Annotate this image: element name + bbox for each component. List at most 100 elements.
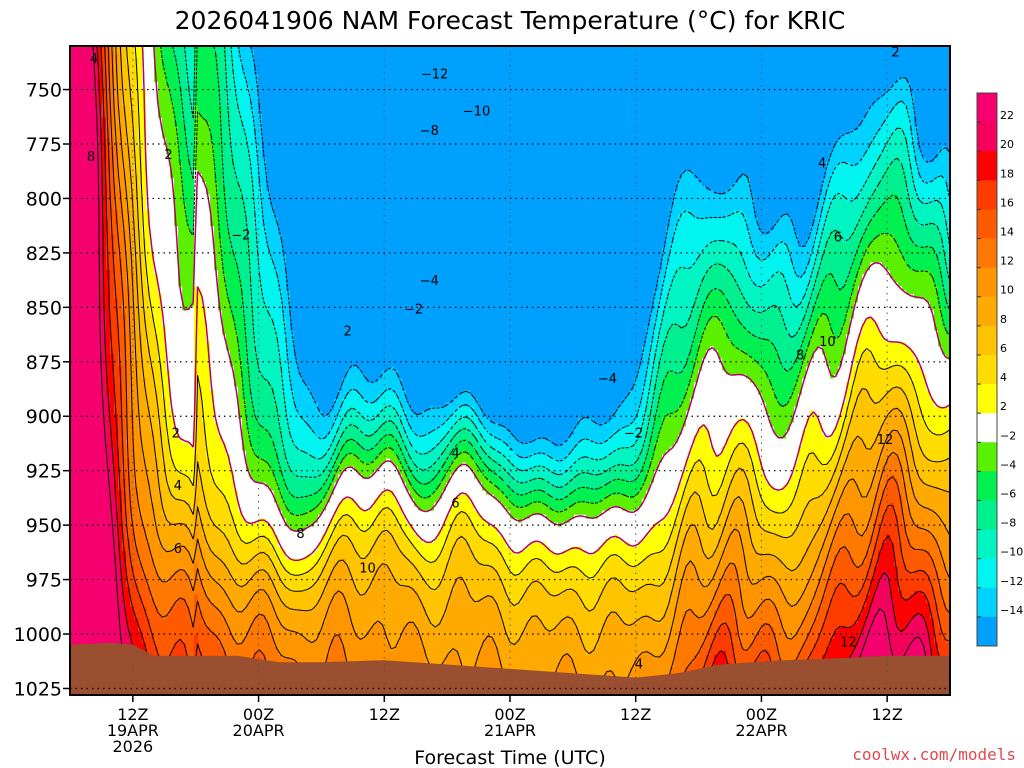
fill-cell [162, 510, 195, 516]
fill-cell [290, 366, 299, 372]
fill-cell [246, 458, 267, 464]
fill-cell [330, 458, 335, 464]
fill-cell [146, 538, 159, 544]
fill-cell [918, 166, 950, 171]
fill-cell [258, 74, 950, 79]
fill-cell [138, 78, 143, 83]
fill-cell [794, 262, 811, 267]
fill-cell [98, 226, 103, 231]
fill-cell [802, 518, 823, 524]
fill-cell [454, 470, 475, 476]
fill-cell [894, 238, 911, 243]
fill-cell [910, 510, 935, 516]
fill-cell [850, 514, 871, 520]
fill-cell [746, 174, 827, 179]
fill-cell [698, 526, 711, 532]
fill-cell [282, 382, 291, 388]
fill-cell [214, 166, 223, 171]
fill-cell [114, 518, 119, 524]
fill-cell [190, 306, 195, 312]
fill-cell [114, 110, 119, 115]
fill-cell [922, 526, 947, 532]
fill-cell [138, 234, 143, 239]
fill-cell [354, 422, 383, 428]
fill-cell [838, 506, 875, 512]
fill-cell [230, 242, 251, 247]
fill-cell [422, 494, 431, 500]
fill-cell [194, 138, 211, 143]
fill-cell [110, 86, 115, 91]
fill-cell [346, 394, 363, 400]
fill-cell [642, 354, 651, 360]
fill-cell [154, 454, 163, 460]
fill-cell [814, 242, 819, 247]
fill-cell [642, 358, 651, 364]
fill-cell [650, 466, 659, 472]
fill-cell [122, 54, 127, 59]
fill-cell [70, 282, 99, 287]
fill-cell [122, 458, 131, 464]
fill-cell [870, 490, 879, 496]
fill-cell [666, 298, 695, 303]
fill-cell [898, 158, 911, 163]
fill-cell [814, 210, 823, 215]
fill-cell [234, 158, 251, 163]
fill-cell [478, 418, 491, 424]
fill-cell [450, 438, 463, 444]
fill-cell [98, 50, 103, 55]
fill-cell [638, 434, 647, 440]
fill-cell [870, 486, 879, 492]
fill-cell [910, 402, 919, 408]
fill-cell [194, 502, 199, 508]
fill-cell [126, 406, 131, 412]
fill-cell [106, 366, 115, 372]
fill-cell [166, 326, 195, 332]
fill-cell [490, 454, 507, 460]
fill-cell [734, 426, 751, 432]
fill-cell [838, 478, 851, 484]
fill-cell [114, 386, 123, 392]
fill-cell [854, 286, 859, 291]
fill-cell [242, 514, 283, 520]
fill-cell [230, 506, 239, 512]
fill-cell [110, 98, 115, 103]
fill-cell [250, 470, 275, 476]
fill-cell [106, 374, 115, 380]
fill-cell [638, 414, 647, 420]
fill-cell [414, 530, 439, 536]
fill-cell [646, 366, 655, 372]
fill-cell [694, 362, 703, 368]
fill-cell [806, 270, 815, 275]
fill-cell [674, 518, 683, 524]
fill-cell [498, 474, 511, 480]
fill-cell [462, 450, 467, 456]
fill-cell [138, 126, 147, 131]
fill-cell [262, 294, 283, 299]
fill-cell [814, 538, 827, 544]
fill-cell [150, 358, 159, 364]
fill-cell [154, 54, 163, 59]
fill-cell [390, 506, 403, 512]
fill-cell [154, 78, 167, 83]
fill-cell [150, 490, 163, 496]
fill-cell [106, 458, 115, 464]
fill-cell [794, 406, 843, 412]
fill-cell [838, 526, 855, 532]
fill-cell [466, 450, 479, 456]
fill-cell [826, 538, 835, 544]
fill-cell [814, 330, 835, 336]
fill-cell [282, 366, 291, 372]
fill-cell [242, 422, 247, 428]
fill-cell [198, 538, 207, 544]
fill-cell [214, 146, 223, 151]
fill-cell [798, 522, 823, 528]
fill-cell [246, 130, 255, 135]
fill-cell [138, 286, 143, 291]
fill-cell [202, 294, 219, 299]
fill-cell [918, 134, 950, 139]
fill-cell [698, 370, 727, 376]
fill-cell [218, 306, 231, 312]
fill-cell [206, 446, 227, 452]
fill-cell [110, 106, 115, 111]
fill-cell [838, 162, 851, 167]
